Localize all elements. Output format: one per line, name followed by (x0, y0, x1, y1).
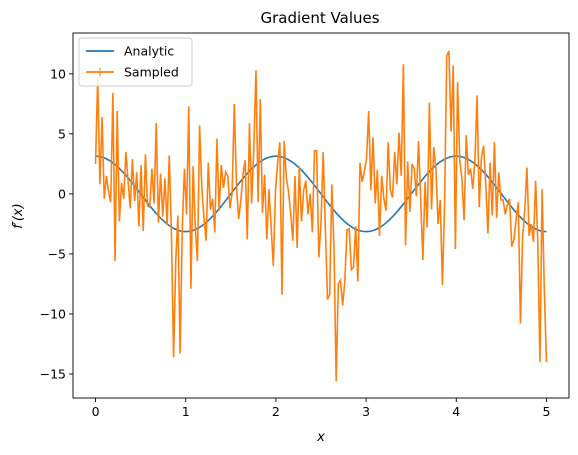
y-tick-label: −10 (40, 306, 66, 321)
x-tick-label: 2 (272, 404, 280, 419)
legend: Analytic Sampled (78, 37, 193, 87)
legend-label-sampled: Sampled (124, 65, 179, 80)
y-tick-label: −15 (40, 366, 66, 381)
series-layer (94, 50, 548, 382)
x-tick-label: 0 (92, 404, 100, 419)
x-tick-label: 1 (182, 404, 190, 419)
x-tick-label: 5 (542, 404, 550, 419)
legend-label-analytic: Analytic (124, 44, 174, 59)
y-tick-label: 10 (50, 66, 66, 81)
x-tick-label: 4 (452, 404, 460, 419)
legend-box (78, 37, 193, 87)
y-tick-label: 0 (58, 186, 66, 201)
chart-title: Gradient Values (260, 9, 379, 27)
x-axis-label: x (316, 430, 325, 445)
axis-ticks: 0 1 2 3 4 5 −15 −10 −5 0 5 10 (40, 66, 551, 419)
x-tick-label: 3 (362, 404, 370, 419)
y-tick-label: 5 (58, 126, 66, 141)
y-axis-label: f′(x) (11, 203, 26, 228)
plot-frame (72, 32, 570, 399)
series-line-sampled (94, 50, 548, 382)
y-tick-label: −5 (48, 246, 66, 261)
